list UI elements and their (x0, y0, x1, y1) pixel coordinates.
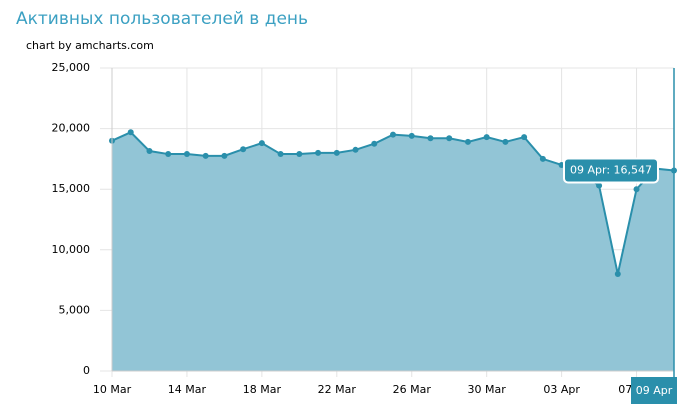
x-tick-label: 03 Apr (543, 383, 580, 396)
x-tick-label: 14 Mar (168, 383, 207, 396)
point (296, 151, 303, 158)
tooltip-box (563, 157, 659, 184)
x-tick-label: 26 Mar (393, 383, 432, 396)
y-tick-label: 5,000 (59, 303, 91, 316)
credit: chart by amcharts.com (26, 39, 154, 52)
y-tick-label: 10,000 (52, 243, 91, 256)
x-tick-label: 30 Mar (468, 383, 507, 396)
point (502, 138, 509, 145)
cursor-label: 09 Apr (636, 384, 673, 397)
cursor-label-box (631, 377, 677, 404)
point (165, 151, 172, 158)
point (315, 149, 322, 156)
point (408, 132, 415, 139)
point (183, 151, 190, 158)
point (277, 151, 284, 158)
y-tick-label: 0 (83, 364, 90, 377)
point (614, 271, 621, 278)
x-tick-label: 10 Mar (93, 383, 132, 396)
point (352, 146, 359, 153)
point (146, 148, 153, 155)
chart-title: Активных пользователей в день (16, 9, 308, 29)
y-tick-label: 25,000 (52, 61, 91, 74)
y-tick-label: 20,000 (52, 122, 91, 135)
point (464, 138, 471, 145)
point (390, 131, 396, 138)
point (633, 186, 640, 193)
point (446, 135, 453, 142)
point (483, 134, 490, 141)
x-tick-label: 18 Mar (243, 383, 282, 396)
x-tick-label: 22 Mar (318, 383, 357, 396)
point (127, 129, 134, 136)
point (258, 140, 265, 147)
point (333, 149, 340, 156)
point (539, 155, 546, 162)
y-tick-label: 15,000 (52, 182, 91, 195)
point (221, 152, 228, 159)
point (596, 182, 603, 189)
point (521, 134, 528, 141)
point (202, 152, 209, 159)
point (427, 135, 434, 142)
point (240, 146, 247, 153)
tooltip: 09 Apr: 16,547 (570, 163, 652, 176)
point (371, 140, 378, 147)
area (112, 132, 674, 371)
